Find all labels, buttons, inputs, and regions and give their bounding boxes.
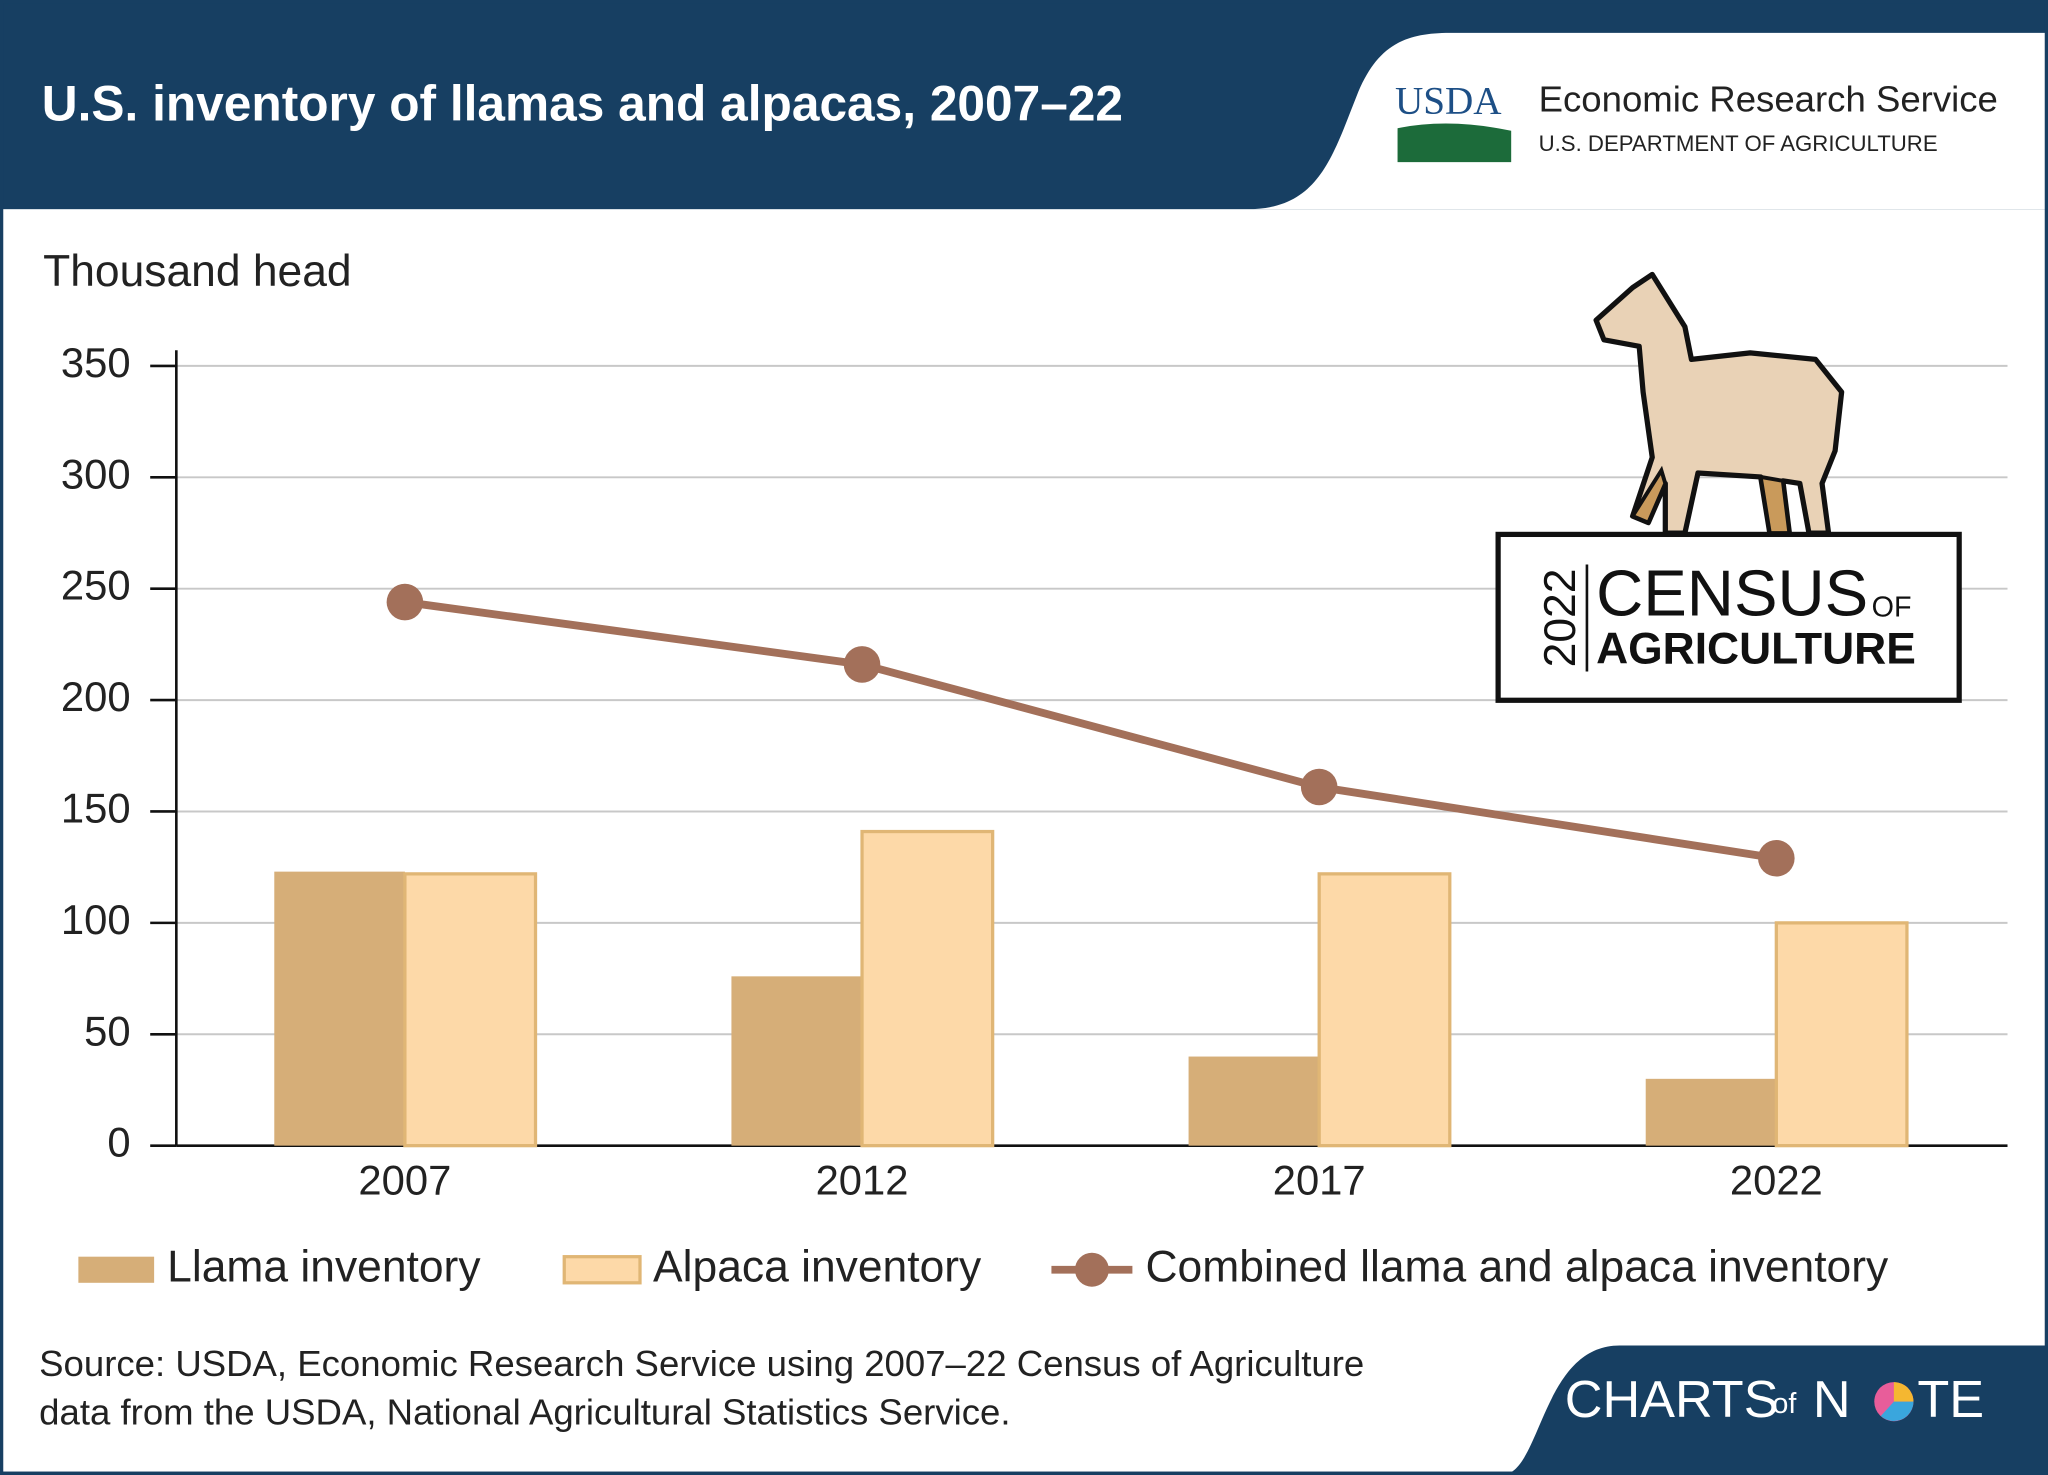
y-tick-label: 350: [61, 339, 131, 386]
y-tick-label: 200: [61, 673, 131, 720]
source-line: Source: USDA, Economic Research Service …: [39, 1343, 1364, 1384]
brand-pie-icon: [1880, 1401, 1914, 1422]
agency-name: Economic Research Service: [1539, 79, 1998, 120]
source-line: data from the USDA, National Agricultura…: [39, 1391, 1010, 1432]
plot: 0 50 100 150 200 250 300 350 2007 2012 2017 2022: [61, 339, 2008, 1204]
y-tick-label: 100: [61, 896, 131, 943]
line-marker: [1300, 768, 1338, 806]
line-marker: [843, 646, 881, 683]
badge-census: CENSUS: [1596, 557, 1868, 630]
bar: [1317, 872, 1452, 1148]
badge-year: 2022: [1536, 569, 1585, 668]
y-tick-label: 300: [61, 450, 131, 497]
legend: Llama inventory Alpaca inventory Combined …: [78, 1242, 1889, 1291]
legend-label: Llama inventory: [167, 1242, 481, 1291]
bar: [1774, 921, 1909, 1148]
y-tick-label: 50: [84, 1007, 130, 1054]
department-name: U.S. DEPARTMENT OF AGRICULTURE: [1539, 131, 1938, 156]
brand-pie-icon: [1893, 1382, 1914, 1402]
line: [404, 598, 1777, 863]
y-axis-label: Thousand head: [43, 247, 352, 296]
legend-label: Combined llama and alpaca inventory: [1145, 1242, 1889, 1291]
y-tick-label: 250: [61, 562, 131, 609]
footer-band: [1502, 1345, 2048, 1475]
bar: [1645, 1078, 1777, 1146]
x-tick-label: 2022: [1730, 1157, 1823, 1204]
census-badge: [1495, 531, 1962, 703]
brand: N: [1813, 1371, 1851, 1429]
header-cutout: [1247, 32, 2048, 210]
line-marker: [1758, 839, 1795, 877]
legend-label: Alpaca inventory: [653, 1242, 982, 1291]
bar: [1188, 1056, 1320, 1146]
badge-of: OF: [1872, 591, 1912, 623]
x-tick-label: 2012: [816, 1157, 909, 1204]
y-tick-label: 0: [107, 1119, 130, 1166]
x-tick-label: 2007: [358, 1157, 451, 1204]
line-marker: [386, 583, 424, 621]
legend-swatch: [1074, 1252, 1109, 1287]
brand: CHARTS: [1565, 1371, 1779, 1429]
legend-swatch: [78, 1256, 155, 1283]
badge-agriculture: AGRICULTURE: [1596, 625, 1916, 674]
brand: TE: [1917, 1371, 1984, 1429]
legend-swatch: [562, 1255, 642, 1285]
bar: [274, 871, 405, 1146]
bar: [731, 976, 863, 1146]
usda-logo-field: [1397, 123, 1512, 163]
bar: [403, 872, 538, 1148]
brand: of: [1772, 1388, 1797, 1420]
x-tick-label: 2017: [1273, 1157, 1366, 1204]
bar: [860, 829, 995, 1148]
usda-logo: USDA: [1395, 80, 1502, 123]
chart-title: U.S. inventory of llamas and alpacas, 20…: [42, 75, 1123, 131]
y-tick-label: 150: [61, 785, 131, 832]
